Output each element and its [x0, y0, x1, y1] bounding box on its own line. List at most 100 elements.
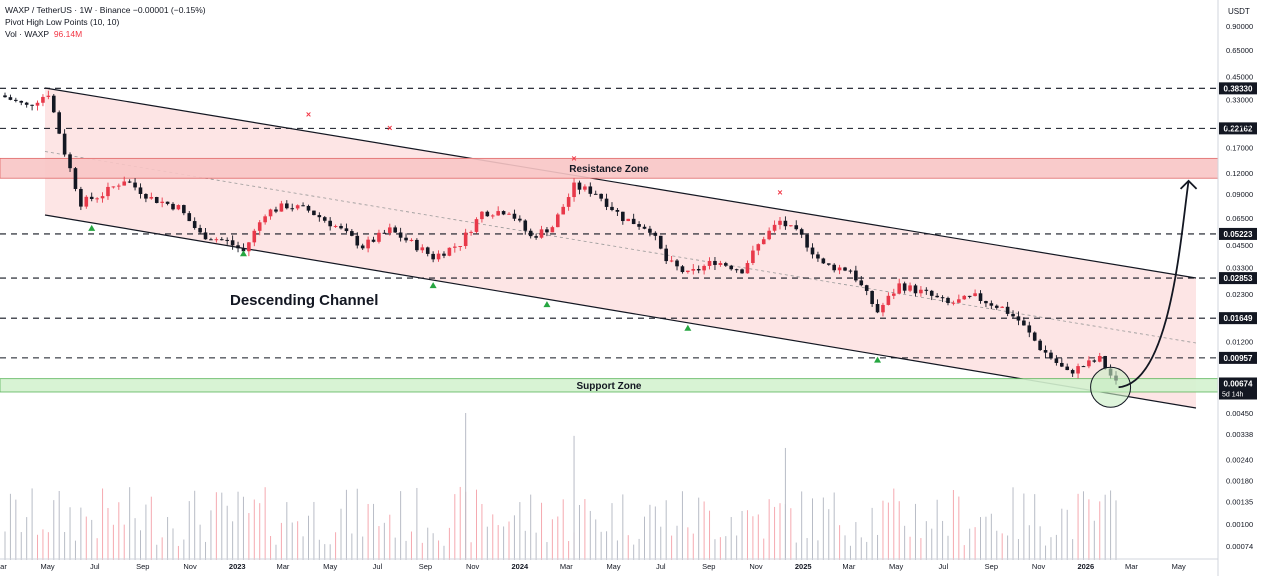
y-tick-label: 0.02300 [1226, 290, 1253, 299]
symbol-line[interactable]: WAXP / TetherUS · 1W · Binance −0.00001 … [5, 5, 206, 15]
candle-body [626, 218, 631, 222]
y-tick-label: 0.90000 [1226, 22, 1253, 31]
x-tick-label: May [606, 562, 620, 571]
candle-body [317, 215, 322, 218]
pivot-low-marker [239, 250, 247, 257]
candle-body [648, 228, 652, 233]
candle-body [165, 201, 170, 204]
candle-body [718, 263, 723, 265]
candle-body [247, 242, 251, 252]
candle-body [30, 104, 34, 106]
candle-body [214, 239, 219, 241]
y-tick-label: 0.33000 [1226, 95, 1253, 104]
candle-body [312, 210, 316, 216]
candle-body [1081, 366, 1086, 368]
candle-body [1087, 360, 1091, 367]
candle-body [577, 182, 582, 190]
level-price-box [1219, 227, 1257, 240]
volume-value: 96.14M [53, 29, 83, 39]
indicator-line[interactable]: Pivot High Low Points (10, 10) [5, 17, 120, 27]
candle-body [539, 229, 544, 238]
candle-body [171, 203, 175, 210]
candle-body [512, 213, 517, 219]
candle-body [951, 302, 956, 304]
candle-body [550, 227, 555, 233]
current-price-box [1219, 377, 1257, 400]
candle-body [919, 289, 923, 294]
candle-body [46, 95, 51, 97]
candle-body [713, 260, 717, 265]
candle-body [57, 112, 61, 134]
y-tick-label: 0.00240 [1226, 455, 1253, 464]
candle-body [691, 269, 696, 271]
candle-body [902, 283, 907, 291]
candle-body [935, 295, 939, 298]
candle-body [425, 247, 430, 254]
candle-body [14, 99, 18, 101]
candle-body [740, 269, 744, 274]
x-tick-label: Jul [373, 562, 383, 571]
candle-body [924, 289, 929, 291]
candle-body [442, 253, 446, 256]
candle-body [133, 182, 137, 188]
x-tick-label: May [323, 562, 337, 571]
level-price-label: 0.02853 [1224, 274, 1253, 283]
candle-body [393, 227, 398, 233]
candle-body [729, 265, 734, 270]
candle-body [241, 248, 246, 252]
candle-body [366, 239, 370, 249]
x-tick-label: May [889, 562, 903, 571]
candle-body [490, 215, 495, 217]
currency-label: USDT [1228, 7, 1250, 16]
x-tick-label: Mar [842, 562, 855, 571]
candle-body [480, 211, 484, 220]
candle-body [664, 248, 668, 262]
candle-body [534, 236, 538, 238]
candle-body [415, 239, 419, 251]
candle-body [1022, 320, 1026, 326]
candle-body [523, 220, 528, 231]
candle-body [1027, 325, 1032, 333]
volume-legend[interactable]: Vol · WAXP 96.14M [5, 29, 82, 39]
descending-channel-fill [45, 88, 1196, 408]
candle-body [35, 102, 40, 106]
y-tick-label: 0.00100 [1226, 520, 1253, 529]
candle-body [859, 280, 864, 286]
x-tick-label: Jul [939, 562, 949, 571]
pivot-low-marker [88, 224, 96, 231]
candle-body [555, 214, 560, 228]
x-tick-label: 2025 [795, 562, 812, 571]
candle-body [599, 193, 603, 199]
zone-label: Support Zone [577, 381, 642, 392]
candle-body [583, 186, 587, 190]
candle-body [431, 253, 435, 260]
x-tick-label: 2026 [1077, 562, 1094, 571]
candle-body [1032, 332, 1037, 341]
candle-body [122, 181, 127, 186]
candle-body [767, 230, 771, 240]
candle-body [447, 247, 452, 256]
projection-arrow-path [1118, 180, 1190, 389]
x-tick-label: Jul [90, 562, 100, 571]
candle-body [62, 133, 67, 155]
level-price-box [1219, 272, 1257, 285]
candle-body [675, 260, 679, 267]
candle-body [621, 211, 625, 222]
candle-body [707, 260, 712, 266]
candle-body [631, 218, 636, 225]
candle-body [3, 95, 7, 98]
candle-body [127, 181, 132, 183]
candle-body [854, 270, 858, 281]
level-price-label: 0.01649 [1224, 314, 1253, 323]
candle-body [144, 193, 148, 199]
y-tick-label: 0.17000 [1226, 144, 1253, 153]
candle-body [1092, 360, 1097, 362]
candle-body [149, 197, 154, 199]
candle-body [453, 246, 457, 248]
candle-body [51, 95, 56, 113]
candle-body [252, 230, 257, 243]
candle-body [778, 220, 782, 225]
pivot-low-marker [684, 324, 692, 331]
candle-body [176, 205, 181, 210]
